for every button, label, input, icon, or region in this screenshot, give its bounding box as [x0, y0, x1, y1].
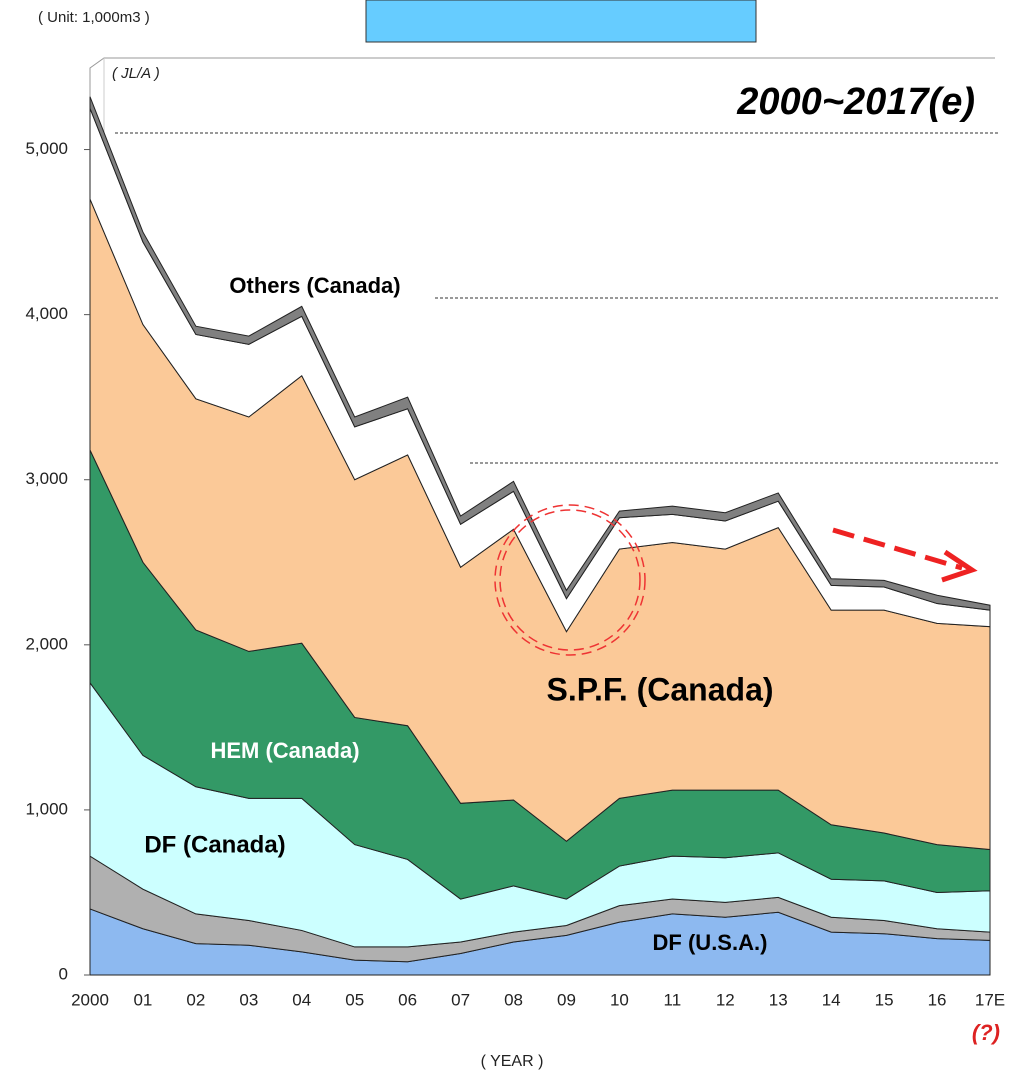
- source-label: ( JL/A ): [112, 65, 160, 82]
- x-tick-label: 14: [822, 990, 841, 1009]
- y-tick-label: 2,000: [25, 634, 68, 653]
- unit-label: ( Unit: 1,000m3 ): [38, 9, 150, 26]
- x-tick-label: 10: [610, 990, 629, 1009]
- x-tick-label: 04: [292, 990, 311, 1009]
- x-axis-label: ( YEAR ): [481, 1053, 544, 1070]
- x-tick-label: 15: [875, 990, 894, 1009]
- x-tick-label: 2000: [71, 990, 109, 1009]
- y-tick-label: 0: [59, 964, 68, 983]
- x-tick-label: 06: [398, 990, 417, 1009]
- highlight-circle: [494, 504, 646, 656]
- y-tick-label: 5,000: [25, 139, 68, 158]
- x-tick-label: 05: [345, 990, 364, 1009]
- note: (?): [972, 1020, 1000, 1045]
- y-tick-label: 1,000: [25, 799, 68, 818]
- y-tick-label: 4,000: [25, 304, 68, 323]
- area: [89, 96, 991, 611]
- trend-arrow-head: [941, 549, 978, 583]
- x-tick-label: 11: [664, 990, 682, 1009]
- x-tick-label: 12: [716, 990, 735, 1009]
- x-tick-label: 07: [451, 990, 470, 1009]
- header-box: [365, 0, 757, 43]
- x-tick-label: 01: [133, 990, 152, 1009]
- chart-title: 2000~2017(e): [736, 81, 975, 123]
- trend-arrow: [832, 527, 963, 571]
- x-tick-label: 16: [928, 990, 947, 1009]
- x-tick-label: 13: [769, 990, 788, 1009]
- series-label: DF (Canada): [144, 831, 285, 858]
- x-tick-label: 02: [186, 990, 205, 1009]
- y-tick-label: 3,000: [25, 469, 68, 488]
- highlight-circle: [499, 509, 641, 651]
- x-tick-label: 03: [239, 990, 258, 1009]
- series-label: S.P.F. (Canada): [546, 671, 773, 707]
- series-label: DF (U.S.A.): [653, 930, 768, 955]
- series-label: HEM (Canada): [210, 738, 359, 763]
- series-label: Others (Canada): [229, 273, 400, 298]
- x-tick-label: 08: [504, 990, 523, 1009]
- x-tick-label: 09: [557, 990, 576, 1009]
- x-tick-label: 17E: [975, 990, 1005, 1009]
